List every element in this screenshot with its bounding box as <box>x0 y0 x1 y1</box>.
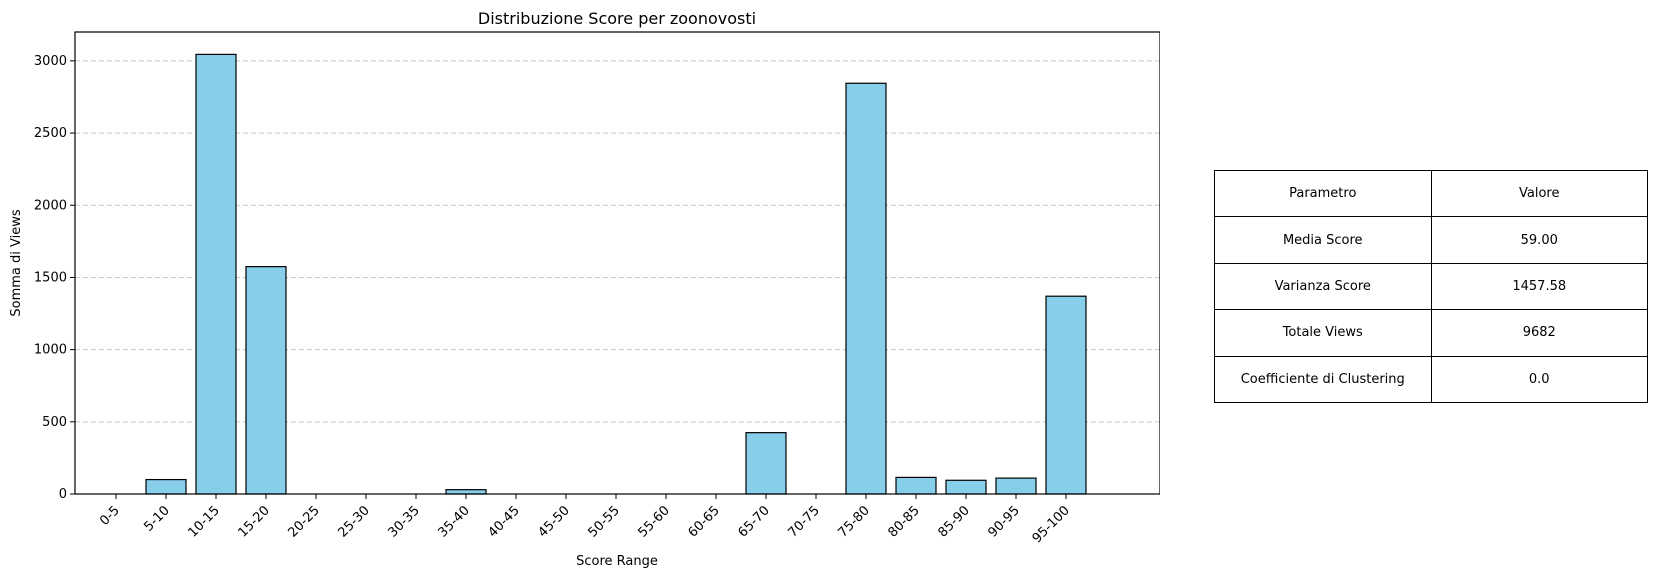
x-tick-label: 80-85 <box>886 503 923 540</box>
table-cell-value: 1457.58 <box>1430 262 1648 311</box>
x-tick-label: 40-45 <box>486 503 523 540</box>
x-tick-label: 10-15 <box>186 503 223 540</box>
table-header-cell: Valore <box>1430 169 1648 218</box>
bar <box>245 266 287 495</box>
table-cell-param: Media Score <box>1214 216 1432 264</box>
y-tick-label: 1000 <box>34 343 67 358</box>
x-tick-label: 95-100 <box>1030 503 1073 546</box>
table-header-cell: Parametro <box>1214 169 1432 218</box>
x-tick-label: 55-60 <box>636 503 673 540</box>
x-axis-ticks: 0-5 5-10 10-15 15-20 20-25 25-30 30-35 35-40 40-… <box>97 494 1073 546</box>
x-tick-label: 85-90 <box>936 503 973 540</box>
x-tick-label: 90-95 <box>986 503 1023 540</box>
y-tick-label: 1500 <box>34 270 67 285</box>
bar <box>1045 295 1087 495</box>
bar <box>845 82 887 495</box>
x-tick-label: 35-40 <box>436 503 473 540</box>
x-tick-label: 45-50 <box>536 503 573 540</box>
bars <box>145 53 1087 495</box>
y-tick-label: 3000 <box>34 54 67 69</box>
bar <box>895 476 937 495</box>
table-row: Media Score 59.00 <box>1214 216 1648 264</box>
table-cell-value: 9682 <box>1430 309 1648 357</box>
table-header-row: Parametro Valore <box>1214 169 1648 218</box>
table-row: Coefficiente di Clustering 0.0 <box>1214 355 1648 404</box>
y-axis-ticks: 0 500 1000 1500 2000 2500 3000 <box>34 54 75 502</box>
table-cell-param: Varianza Score <box>1214 262 1432 311</box>
x-tick-label: 25-30 <box>336 503 373 540</box>
table-cell-value: 59.00 <box>1430 216 1648 264</box>
x-tick-label: 60-65 <box>686 503 723 540</box>
bar <box>445 489 487 495</box>
bar <box>945 479 987 495</box>
bar <box>995 477 1037 495</box>
table-row: Totale Views 9682 <box>1214 309 1648 357</box>
y-axis-label: Somma di Views <box>9 209 24 316</box>
x-tick-label: 75-80 <box>836 503 873 540</box>
stats-table: Parametro Valore Media Score 59.00 Varia… <box>1214 169 1648 404</box>
y-tick-label: 500 <box>42 415 67 430</box>
grid-lines <box>75 60 1160 423</box>
table-cell-param: Coefficiente di Clustering <box>1214 355 1432 404</box>
x-tick-label: 65-70 <box>736 503 773 540</box>
x-tick-label: 30-35 <box>386 503 423 540</box>
x-axis-label: Score Range <box>576 554 658 569</box>
x-tick-label: 70-75 <box>786 503 823 540</box>
table-cell-param: Totale Views <box>1214 309 1432 357</box>
plot-frame <box>74 31 1160 495</box>
chart-title: Distribuzione Score per zoonovosti <box>478 9 756 28</box>
y-tick-label: 2000 <box>34 198 67 213</box>
bar-chart: 0 500 1000 1500 2000 2500 3000 0-5 5-10 10-15 15-… <box>9 9 1160 569</box>
bar <box>145 478 187 495</box>
y-tick-label: 2500 <box>34 126 67 141</box>
x-tick-label: 15-20 <box>236 503 273 540</box>
x-tick-label: 5-10 <box>141 503 172 534</box>
y-tick-label: 0 <box>59 487 67 502</box>
table-row: Varianza Score 1457.58 <box>1214 262 1648 311</box>
x-tick-label: 50-55 <box>586 503 623 540</box>
table-cell-value: 0.0 <box>1430 355 1648 404</box>
bar <box>195 53 237 495</box>
x-tick-label: 20-25 <box>286 503 323 540</box>
bar <box>745 432 787 495</box>
x-tick-label: 0-5 <box>97 503 123 529</box>
